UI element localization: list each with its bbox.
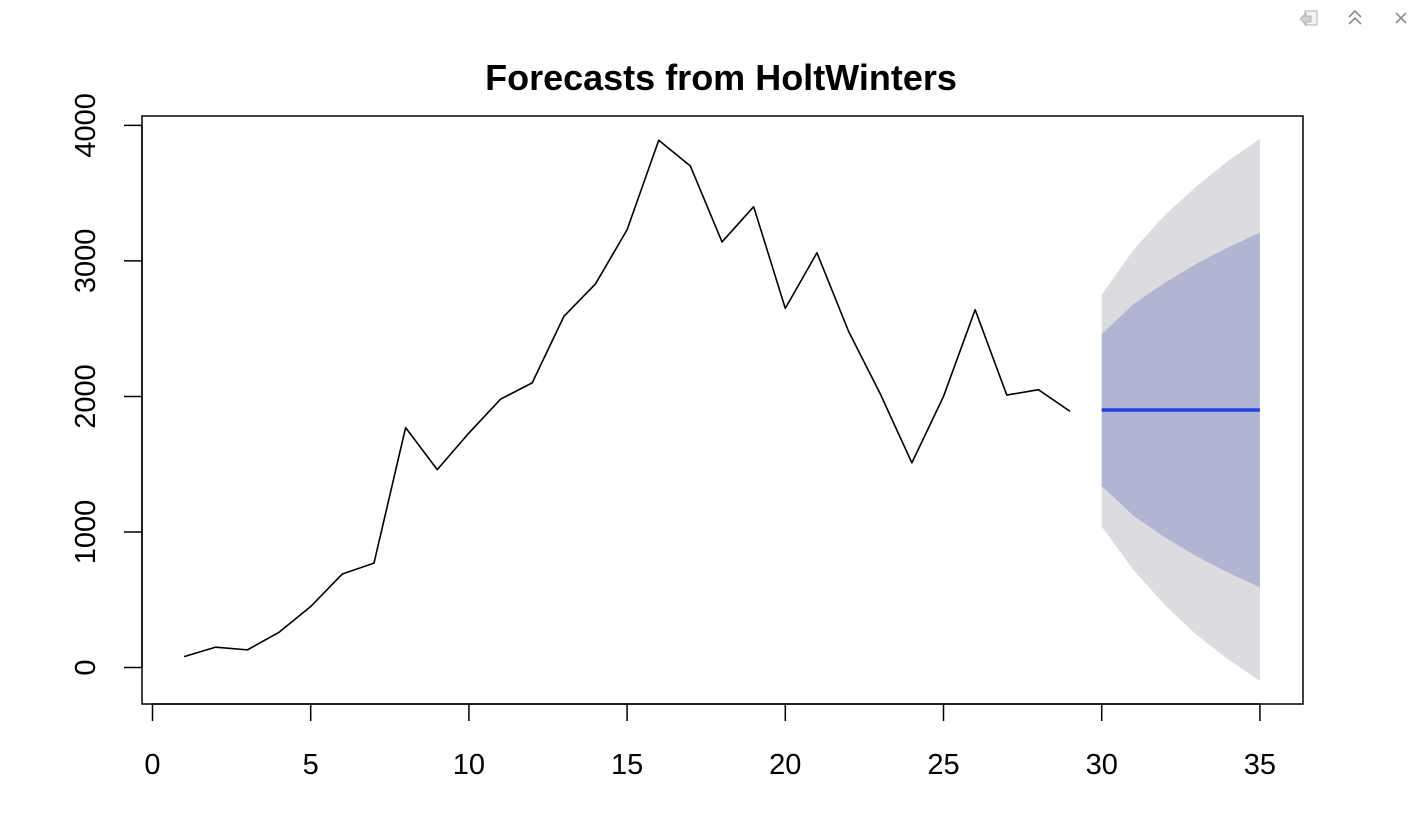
y-tick-label: 3000: [70, 229, 102, 294]
y-tick-label: 0: [70, 659, 102, 675]
collapse-button[interactable]: [1342, 6, 1368, 30]
x-tick-label: 35: [1244, 749, 1276, 781]
x-tick-label: 20: [769, 749, 801, 781]
export-icon: [1299, 10, 1318, 26]
x-tick-label: 0: [144, 749, 160, 781]
x-tick-label: 15: [611, 749, 643, 781]
y-tick-label: 2000: [70, 364, 102, 429]
close-button[interactable]: [1388, 6, 1414, 30]
x-tick-label: 30: [1086, 749, 1118, 781]
y-axis: 0 1000 2000 3000 4000: [70, 93, 143, 676]
x-tick-label: 10: [453, 749, 485, 781]
y-tick-label: 4000: [70, 93, 102, 158]
collapse-icon: [1348, 9, 1362, 25]
y-tick-label: 1000: [70, 500, 102, 565]
export-button[interactable]: [1296, 6, 1322, 30]
x-tick-label: 25: [927, 749, 959, 781]
x-tick-label: 5: [303, 749, 319, 781]
x-axis: 0 5 10 15 20 25 30 35: [144, 703, 1276, 781]
series-lines: [183, 139, 1260, 658]
observed-line: [183, 139, 1071, 658]
plot-toolbar: [1296, 6, 1414, 30]
close-icon: [1395, 12, 1407, 24]
chart-title: Forecasts from HoltWinters: [485, 57, 957, 98]
